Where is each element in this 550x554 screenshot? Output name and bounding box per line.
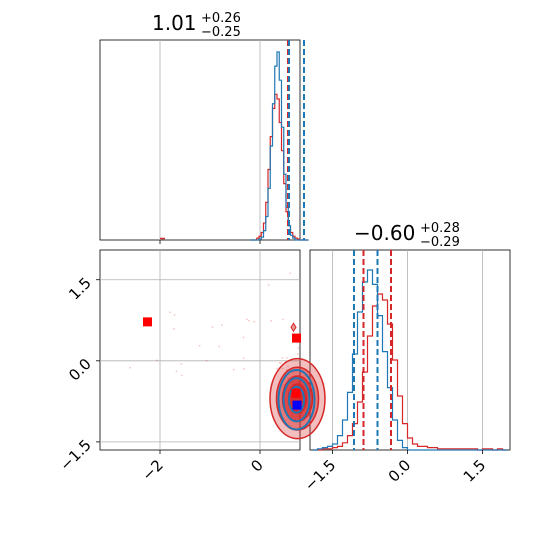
- scatter-point-46: [281, 385, 284, 387]
- grid-layer: [100, 40, 483, 450]
- ticks-layer: −2 0 1.5 0.0 −1.5 −1.5 0.0 1.5: [56, 240, 489, 495]
- title-p1-value: 1.01: [152, 11, 197, 35]
- scatter-point-62: [289, 272, 292, 275]
- title-p2-plus: +0.28: [420, 221, 460, 236]
- scatter-y-tick-label-2: −1.5: [56, 436, 94, 474]
- scatter-y-tick-label-1: 0.0: [65, 355, 95, 385]
- marker-blue-center: [292, 400, 302, 410]
- marker-red-top: [292, 333, 301, 343]
- title-p2: −0.60 +0.28 −0.29: [354, 221, 460, 250]
- scatter-point-83: [205, 359, 208, 362]
- scatter-y-tick-label-0: 1.5: [65, 274, 95, 304]
- scatter-point-84: [245, 318, 248, 321]
- scatter-point-5: [298, 431, 301, 434]
- title-p2-minus: −0.29: [420, 235, 460, 250]
- contour-blue-2: [288, 385, 305, 414]
- p2-hist-blue: [312, 269, 508, 451]
- scatter-point-72: [221, 324, 223, 327]
- scatter-point-73: [253, 320, 256, 323]
- scatter-point-79: [242, 336, 245, 339]
- p1-hist-red: [250, 93, 309, 241]
- data-layer: [129, 40, 508, 451]
- scatter-x-tick-label-1: 0: [247, 456, 266, 475]
- scatter-point-23: [281, 318, 284, 321]
- scatter-point-85: [173, 328, 175, 330]
- panel-p1-hist-frame: [99, 39, 301, 241]
- scatter-point-87: [169, 311, 171, 314]
- scatter-point-75: [232, 368, 235, 371]
- scatter-point-76: [248, 319, 250, 322]
- scatter-point-88: [129, 366, 132, 369]
- scatter-point-89: [180, 374, 183, 377]
- p2-x-tick-label-1: 0.0: [385, 456, 415, 486]
- scatter-point-86: [243, 367, 245, 370]
- p2-x-tick-label-0: −1.5: [301, 456, 339, 494]
- scatter-point-78: [198, 344, 201, 347]
- p1-hist-blue: [250, 51, 309, 241]
- scatter-point-55: [285, 418, 288, 421]
- scatter-point-74: [156, 359, 158, 362]
- scatter-point-35: [285, 356, 288, 359]
- scatter-point-22: [296, 353, 299, 355]
- title-p1-minus: −0.25: [201, 25, 241, 40]
- scatter-point-27: [285, 368, 288, 371]
- contour-red-islet: [290, 322, 297, 333]
- scatter-point-41: [287, 365, 289, 368]
- marker-red-outlier: [143, 317, 152, 327]
- scatter-point-71: [173, 314, 176, 316]
- scatter-point-70: [175, 370, 178, 373]
- p2-hist-red: [312, 293, 508, 451]
- scatter-point-29: [267, 284, 270, 286]
- contour-blue-1: [282, 377, 311, 423]
- scatter-point-69: [278, 362, 281, 364]
- scatter-point-81: [218, 345, 221, 348]
- scatter-point-57: [280, 361, 282, 364]
- scatter-point-21: [270, 319, 273, 322]
- scatter-point-66: [279, 405, 282, 408]
- panel-p2-hist-frame: [309, 249, 511, 451]
- panel-scatter-frame: [99, 249, 301, 451]
- scatter-point-82: [180, 362, 183, 365]
- title-p1-plus: +0.26: [201, 11, 241, 26]
- title-p2-value: −0.60: [354, 221, 415, 245]
- scatter-point-80: [242, 357, 245, 359]
- scatter-point-64: [297, 347, 300, 350]
- marker-red-center: [291, 388, 301, 398]
- scatter-point-15: [276, 367, 279, 370]
- scatter-point-77: [211, 326, 214, 328]
- scatter-x-tick-label-0: −2: [138, 456, 166, 484]
- scatter-point-61: [281, 367, 284, 370]
- p2-x-tick-label-2: 1.5: [460, 456, 490, 486]
- contour-blue-0: [277, 369, 316, 431]
- scatter-point-11: [281, 357, 284, 359]
- title-p1: 1.01 +0.26 −0.25: [152, 11, 241, 40]
